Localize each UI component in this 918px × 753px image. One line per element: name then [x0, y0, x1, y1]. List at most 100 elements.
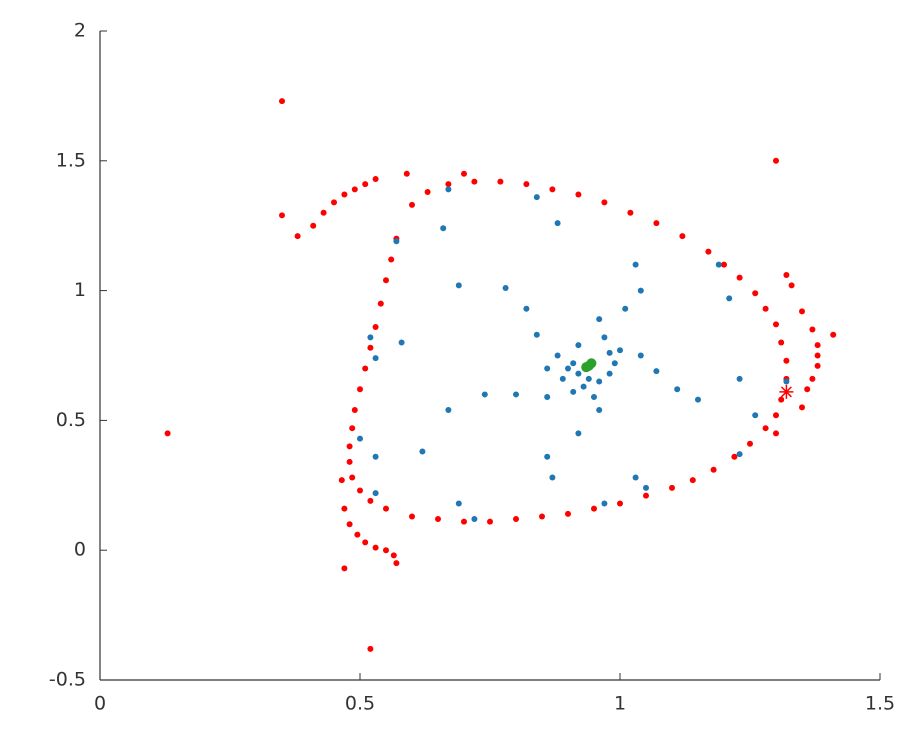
point: [643, 484, 649, 491]
point: [778, 339, 785, 346]
point: [349, 474, 356, 481]
point: [513, 391, 519, 398]
point: [570, 360, 577, 367]
point: [461, 170, 467, 177]
point: [554, 220, 561, 227]
point: [565, 510, 571, 517]
point: [783, 272, 790, 279]
point: [585, 375, 592, 382]
point: [461, 518, 467, 525]
point: [331, 199, 337, 206]
point: [383, 505, 389, 512]
point: [653, 368, 660, 375]
point: [721, 261, 727, 268]
point: [606, 349, 613, 356]
point: [617, 347, 623, 354]
point: [372, 355, 379, 362]
point: [310, 222, 317, 229]
point: [591, 394, 597, 401]
point: [762, 305, 769, 312]
point: [349, 425, 356, 432]
point: [783, 378, 790, 385]
point: [497, 178, 504, 185]
point: [481, 391, 488, 398]
x-tick-label: 1.5: [865, 693, 895, 715]
point: [773, 430, 779, 437]
point: [788, 282, 795, 289]
point: [409, 201, 415, 208]
point: [736, 274, 743, 281]
point: [695, 396, 701, 403]
point: [804, 386, 811, 393]
point: [581, 362, 592, 373]
point: [773, 157, 779, 164]
point: [539, 513, 545, 520]
point: [502, 285, 509, 292]
point: [362, 181, 369, 188]
point: [471, 516, 478, 523]
point: [747, 440, 753, 447]
point: [674, 386, 681, 393]
x-tick-label: 1: [614, 693, 626, 715]
point: [752, 412, 759, 419]
point: [383, 547, 389, 554]
point: [338, 477, 345, 484]
point: [809, 326, 816, 333]
point: [736, 375, 743, 382]
point: [637, 287, 644, 294]
point: [341, 565, 348, 572]
point: [705, 248, 712, 255]
point: [809, 375, 816, 382]
point: [523, 181, 530, 188]
point: [549, 474, 556, 481]
point: [679, 233, 686, 240]
point: [643, 492, 649, 499]
point: [544, 394, 551, 401]
point: [565, 365, 571, 372]
point-star: [779, 384, 794, 399]
point: [736, 451, 743, 458]
point: [606, 370, 613, 377]
point: [632, 261, 639, 268]
point: [814, 362, 821, 369]
point: [367, 334, 374, 341]
point: [346, 521, 353, 528]
point: [455, 500, 462, 507]
point: [783, 357, 790, 364]
point: [778, 396, 785, 403]
point: [689, 477, 696, 484]
point: [372, 490, 379, 497]
point: [575, 370, 582, 377]
point: [398, 339, 405, 346]
point: [409, 513, 415, 520]
point: [393, 560, 400, 567]
point: [362, 539, 369, 546]
point: [617, 500, 623, 507]
y-tick-label: 1.5: [56, 149, 86, 171]
point: [367, 497, 374, 504]
point: [596, 378, 603, 385]
point: [601, 334, 608, 341]
point: [814, 352, 821, 359]
point: [830, 331, 837, 338]
point: [554, 352, 561, 359]
point: [513, 516, 519, 523]
point: [279, 212, 285, 219]
point: [669, 484, 675, 491]
point: [424, 188, 431, 195]
point: [773, 412, 779, 419]
point: [637, 352, 644, 359]
point: [653, 220, 660, 227]
y-tick-label: 0.5: [56, 409, 86, 431]
point: [164, 430, 171, 437]
point: [351, 186, 358, 193]
point: [627, 209, 634, 216]
point: [575, 191, 582, 198]
point: [367, 344, 374, 351]
point: [731, 453, 738, 460]
point: [715, 261, 722, 268]
point: [575, 430, 582, 437]
point: [601, 199, 608, 206]
point: [351, 407, 358, 414]
